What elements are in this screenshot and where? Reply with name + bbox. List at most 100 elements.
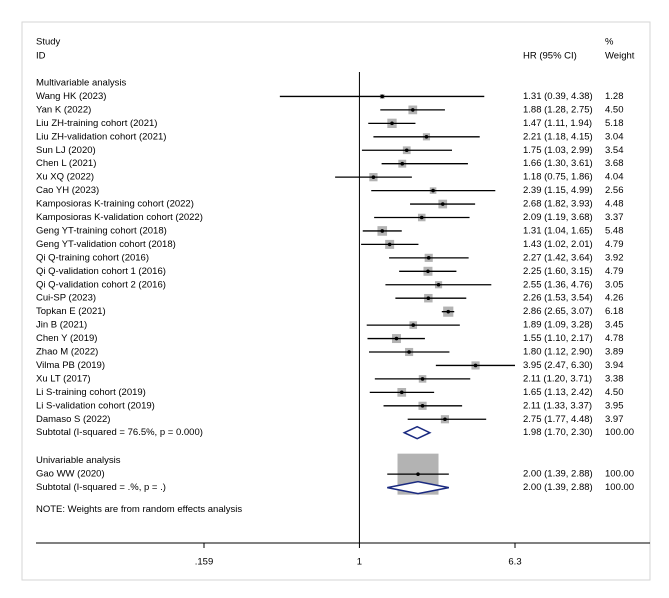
weight-label: 3.94 bbox=[605, 360, 624, 371]
ci-label: 3.95 (2.47, 6.30) bbox=[523, 360, 593, 371]
point-estimate bbox=[400, 161, 405, 166]
study-name: Liu ZH-training cohort (2021) bbox=[36, 118, 157, 129]
weight-label: 4.26 bbox=[605, 293, 624, 304]
study-name: Liu ZH-validation cohort (2021) bbox=[36, 131, 166, 142]
study-name: Geng YT-validation cohort (2018) bbox=[36, 239, 176, 250]
weight-label: 3.45 bbox=[605, 320, 624, 331]
study-name: Gao WW (2020) bbox=[36, 469, 105, 480]
point-estimate bbox=[426, 256, 431, 260]
point-estimate bbox=[436, 282, 441, 287]
study-name: Sun LJ (2020) bbox=[36, 145, 96, 156]
point-estimate bbox=[426, 296, 431, 301]
weight-label: 4.50 bbox=[605, 387, 624, 398]
study-name: Yan K (2022) bbox=[36, 104, 91, 115]
header-study: Study bbox=[36, 37, 61, 48]
point-estimate bbox=[440, 202, 445, 206]
ci-label: 1.65 (1.13, 2.42) bbox=[523, 387, 593, 398]
point-estimate bbox=[426, 269, 430, 274]
ci-label: 2.11 (1.33, 3.37) bbox=[523, 400, 592, 411]
point-estimate bbox=[446, 309, 451, 314]
ci-label: 2.21 (1.18, 4.15) bbox=[523, 131, 593, 142]
ci-label: 2.75 (1.77, 4.48) bbox=[523, 414, 593, 425]
point-estimate bbox=[404, 148, 409, 153]
point-estimate bbox=[407, 350, 411, 354]
subtotal-diamond bbox=[402, 425, 432, 440]
note: NOTE: Weights are from random effects an… bbox=[36, 504, 242, 515]
point-estimate bbox=[416, 472, 420, 476]
weight-label: 4.79 bbox=[605, 266, 624, 277]
study-name: Chen L (2021) bbox=[36, 158, 96, 169]
point-estimate bbox=[399, 390, 404, 395]
ci-label: 2.86 (2.65, 3.07) bbox=[523, 306, 593, 317]
study-name: Qi Q-validation cohort 2 (2016) bbox=[36, 279, 166, 290]
frame bbox=[21, 21, 651, 581]
study-name: Zhao M (2022) bbox=[36, 347, 98, 358]
study-name: Kamposioras K-validation cohort (2022) bbox=[36, 212, 203, 223]
study-name: Geng YT-training cohort (2018) bbox=[36, 225, 167, 236]
group-label: Univariable analysis bbox=[36, 455, 121, 466]
study-name: Qi Q-validation cohort 1 (2016) bbox=[36, 266, 166, 277]
point-estimate bbox=[380, 229, 385, 233]
ci-label: 1.18 (0.75, 1.86) bbox=[523, 172, 593, 183]
header-weight: Weight bbox=[605, 51, 635, 62]
study-name: Cui-SP (2023) bbox=[36, 293, 96, 304]
study-name: Li S-validation cohort (2019) bbox=[36, 400, 155, 411]
ci-label: 1.31 (0.39, 4.38) bbox=[523, 91, 593, 102]
study-name: Kamposioras K-training cohort (2022) bbox=[36, 199, 194, 210]
study-name: Damaso S (2022) bbox=[36, 414, 110, 425]
point-estimate bbox=[371, 175, 376, 179]
ci-label: 1.75 (1.03, 2.99) bbox=[523, 145, 593, 156]
ci-label: 1.88 (1.28, 2.75) bbox=[523, 104, 593, 115]
ci-label: 2.00 (1.39, 2.88) bbox=[523, 469, 593, 480]
subtotal-ci-label: 1.98 (1.70, 2.30) bbox=[523, 427, 593, 438]
ci-label: 2.25 (1.60, 3.15) bbox=[523, 266, 593, 277]
weight-label: 2.56 bbox=[605, 185, 624, 196]
ci-label: 2.55 (1.36, 4.76) bbox=[523, 279, 593, 290]
point-estimate bbox=[410, 108, 415, 112]
header-pct: % bbox=[605, 37, 614, 48]
point-estimate bbox=[420, 404, 425, 408]
study-name: Xu XQ (2022) bbox=[36, 172, 94, 183]
ci-label: 2.68 (1.82, 3.93) bbox=[523, 199, 593, 210]
study-name: Xu LT (2017) bbox=[36, 373, 91, 384]
ci-label: 2.26 (1.53, 3.54) bbox=[523, 293, 593, 304]
weight-label: 3.05 bbox=[605, 279, 624, 290]
subtotal-label: Subtotal (I-squared = .%, p = .) bbox=[36, 482, 166, 493]
weight-label: 3.38 bbox=[605, 373, 624, 384]
ci-label: 2.09 (1.19, 3.68) bbox=[523, 212, 593, 223]
ci-label: 1.89 (1.09, 3.28) bbox=[523, 320, 593, 331]
weight-label: 3.92 bbox=[605, 252, 624, 263]
point-estimate bbox=[390, 121, 394, 126]
ci-label: 1.66 (1.30, 3.61) bbox=[523, 158, 593, 169]
weight-label: 3.95 bbox=[605, 400, 624, 411]
subtotal-label: Subtotal (I-squared = 76.5%, p = 0.000) bbox=[36, 427, 203, 438]
group-label: Multivariable analysis bbox=[36, 78, 127, 89]
study-name: Qi Q-training cohort (2016) bbox=[36, 252, 149, 263]
weight-label: 3.89 bbox=[605, 347, 624, 358]
point-estimate bbox=[380, 94, 385, 99]
weight-label: 6.18 bbox=[605, 306, 624, 317]
weight-label: 4.48 bbox=[605, 199, 624, 210]
ci-label: 2.27 (1.42, 3.64) bbox=[523, 252, 593, 263]
weight-label: 100.00 bbox=[605, 469, 634, 480]
point-estimate bbox=[420, 377, 425, 381]
study-name: Chen Y (2019) bbox=[36, 333, 97, 344]
weight-label: 3.04 bbox=[605, 131, 624, 142]
point-estimate bbox=[411, 323, 416, 327]
ci-label: 2.39 (1.15, 4.99) bbox=[523, 185, 593, 196]
subtotal-ci-label: 2.00 (1.39, 2.88) bbox=[523, 482, 593, 493]
point-estimate bbox=[419, 215, 424, 220]
ci-label: 1.43 (1.02, 2.01) bbox=[523, 239, 593, 250]
ci-label: 1.31 (1.04, 1.65) bbox=[523, 225, 593, 236]
ci-label: 1.55 (1.10, 2.17) bbox=[523, 333, 593, 344]
ci-label: 1.47 (1.11, 1.94) bbox=[523, 118, 592, 129]
subtotal-weight-label: 100.00 bbox=[605, 427, 634, 438]
study-name: Li S-training cohort (2019) bbox=[36, 387, 146, 398]
study-name: Wang HK (2023) bbox=[36, 91, 106, 102]
weight-label: 3.37 bbox=[605, 212, 624, 223]
subtotal-weight-label: 100.00 bbox=[605, 482, 634, 493]
study-name: Topkan E (2021) bbox=[36, 306, 106, 317]
header-effect: HR (95% CI) bbox=[523, 51, 577, 62]
weight-label: 5.18 bbox=[605, 118, 624, 129]
